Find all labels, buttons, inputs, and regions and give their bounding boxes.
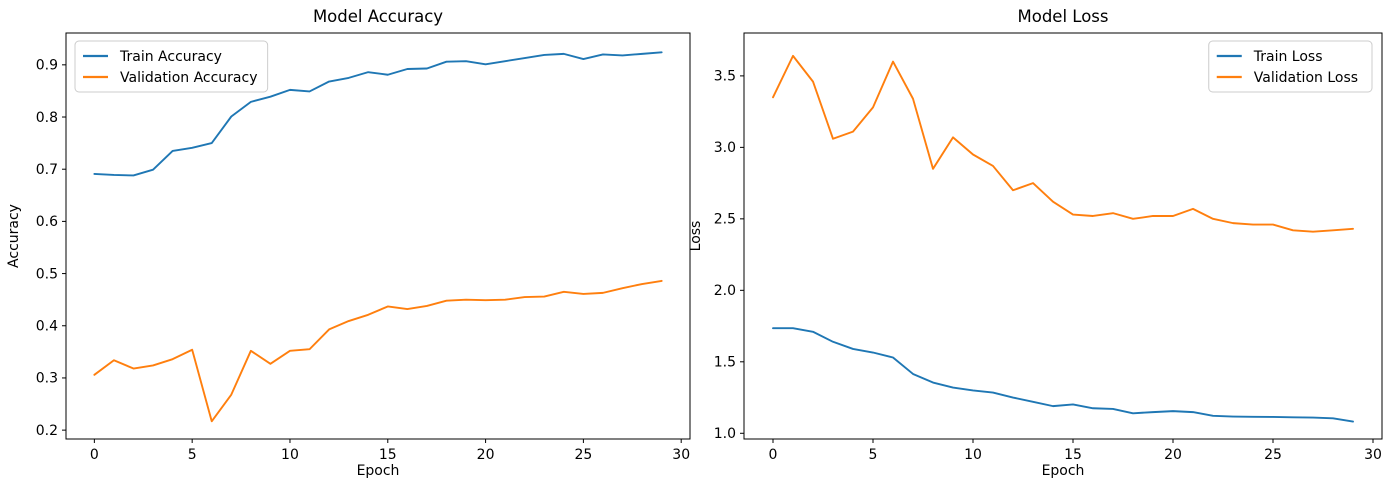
y-tick-label: 3.0 bbox=[714, 140, 736, 156]
plot-frame bbox=[65, 32, 691, 440]
y-axis-label: Accuracy bbox=[6, 204, 22, 268]
series-line-validation-loss bbox=[772, 54, 1354, 233]
y-axis-label: Loss bbox=[688, 221, 704, 252]
x-tick-label: 10 bbox=[281, 447, 299, 463]
series-line-train-accuracy bbox=[93, 51, 663, 177]
x-tick-label: 0 bbox=[90, 447, 99, 463]
series-line-validation-accuracy bbox=[93, 279, 663, 423]
legend-box bbox=[1208, 40, 1373, 93]
x-tick-label: 25 bbox=[1264, 447, 1282, 463]
legend: Train Accuracy Validation Accuracy bbox=[74, 40, 269, 93]
y-tick-label: 2.0 bbox=[714, 283, 736, 299]
y-tick-label: 0.7 bbox=[36, 162, 58, 178]
legend-label-validation-accuracy: Validation Accuracy bbox=[120, 70, 258, 86]
legend-label-validation-loss: Validation Loss bbox=[1254, 70, 1358, 86]
x-tick-label: 20 bbox=[477, 447, 495, 463]
y-tick-label: 0.5 bbox=[36, 266, 58, 282]
x-tick-label: 15 bbox=[379, 447, 397, 463]
y-tick-label: 0.8 bbox=[36, 110, 58, 126]
legend: Train Loss Validation Loss bbox=[1208, 40, 1373, 93]
x-axis-label: Epoch bbox=[357, 463, 400, 479]
y-tick-label: 0.3 bbox=[36, 371, 58, 387]
y-tick-label: 2.5 bbox=[714, 212, 736, 228]
x-tick-label: 25 bbox=[574, 447, 592, 463]
legend-label-train-accuracy: Train Accuracy bbox=[119, 49, 222, 65]
y-tick-label: 1.0 bbox=[714, 426, 736, 442]
y-tick-label: 0.2 bbox=[36, 423, 58, 439]
legend-label-train-loss: Train Loss bbox=[1253, 49, 1323, 65]
x-tick-label: 5 bbox=[188, 447, 197, 463]
y-tick-label: 3.5 bbox=[714, 69, 736, 85]
x-tick-label: 30 bbox=[672, 447, 690, 463]
x-tick-label: 0 bbox=[769, 447, 778, 463]
x-tick-label: 30 bbox=[1364, 447, 1382, 463]
chart-model-accuracy: 0 5 10 15 20 25 30 0.2 0.3 0.4 0.5 0.6 0.7 0.8 0.9 Mode… bbox=[6, 7, 691, 479]
x-tick-label: 20 bbox=[1164, 447, 1182, 463]
x-tick-label: 5 bbox=[869, 447, 878, 463]
x-tick-label: 15 bbox=[1064, 447, 1082, 463]
y-tick-label: 0.4 bbox=[36, 319, 58, 335]
chart-model-loss: 0 5 10 15 20 25 30 1.0 1.5 2.0 2.5 3.0 3.5 Model Loss… bbox=[688, 7, 1383, 479]
x-tick-label: 10 bbox=[964, 447, 982, 463]
x-axis-label: Epoch bbox=[1042, 463, 1085, 479]
series-line-train-loss bbox=[772, 327, 1354, 423]
y-tick-label: 0.6 bbox=[36, 214, 58, 230]
legend-box bbox=[74, 40, 269, 93]
y-tick-label: 1.5 bbox=[714, 355, 736, 371]
plot-frame bbox=[743, 32, 1383, 440]
chart-title: Model Accuracy bbox=[313, 7, 443, 26]
chart-title: Model Loss bbox=[1018, 7, 1109, 26]
y-tick-label: 0.9 bbox=[36, 58, 58, 74]
